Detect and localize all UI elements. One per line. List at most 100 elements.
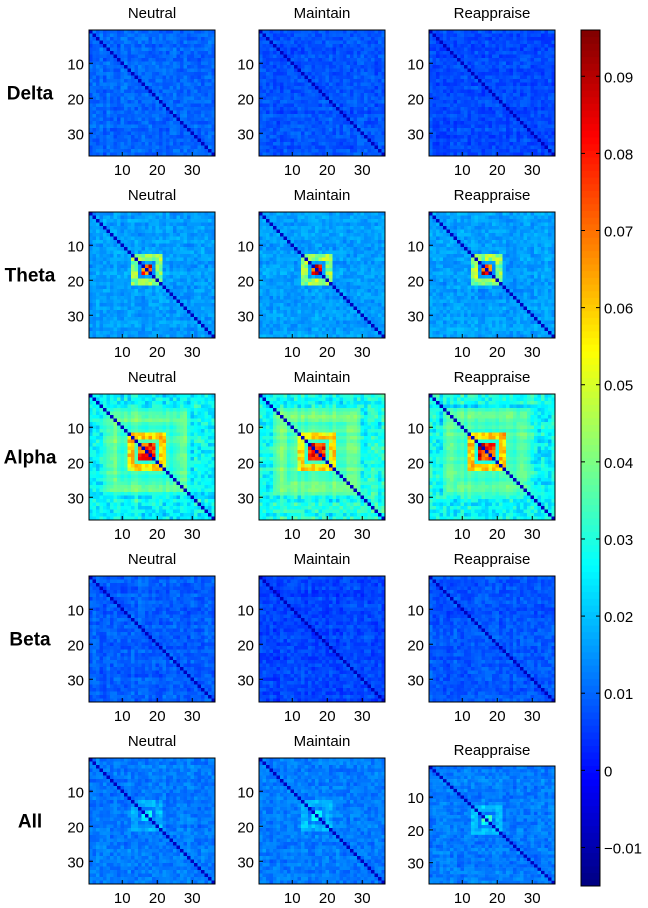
heatmap-cell [548, 37, 552, 41]
heatmap-cell [374, 131, 379, 136]
heatmap-cell [96, 285, 100, 290]
heatmap-cell [180, 212, 184, 216]
heatmap-cell [166, 93, 170, 97]
heatmap-cell [332, 61, 337, 66]
heatmap-cell [485, 93, 489, 97]
heatmap-cell [194, 310, 198, 314]
heatmap-cell [360, 33, 365, 38]
heatmap-cell [99, 233, 104, 237]
heatmap-cell [197, 142, 202, 146]
heatmap-cell [318, 33, 323, 38]
heatmap-cell [478, 68, 482, 73]
heatmap-cell [541, 100, 545, 104]
heatmap-cell [197, 65, 202, 69]
heatmap-cell [439, 152, 444, 157]
heatmap-cell [439, 103, 444, 108]
heatmap-cell [273, 58, 277, 62]
heatmap-cell [113, 135, 118, 139]
heatmap-cell [339, 93, 344, 97]
y-tick-label: 10 [237, 56, 254, 73]
heatmap-cell [364, 110, 368, 115]
heatmap-cell [103, 285, 107, 290]
heatmap-cell [96, 271, 100, 276]
heatmap-cell [297, 82, 302, 87]
heatmap-cell [457, 138, 461, 143]
heatmap-cell [106, 149, 111, 153]
heatmap-cell [488, 100, 493, 104]
heatmap-cell [371, 33, 375, 38]
heatmap-cell [110, 82, 114, 87]
heatmap-cell [187, 299, 191, 304]
heatmap-cell [381, 65, 386, 69]
heatmap-cell [315, 114, 319, 118]
heatmap-cell [266, 138, 270, 143]
heatmap-cell [173, 289, 177, 293]
heatmap-cell [304, 142, 309, 146]
heatmap-cell [138, 275, 142, 279]
heatmap-cell [280, 54, 284, 59]
heatmap-cell [495, 138, 500, 143]
heatmap-cell [269, 82, 274, 87]
heatmap-cell [99, 40, 104, 45]
heatmap-cell [145, 93, 149, 97]
heatmap-cell [343, 100, 347, 104]
heatmap-cell [120, 254, 125, 258]
heatmap-cell [297, 93, 302, 97]
heatmap-cell [534, 30, 538, 34]
heatmap-cell [145, 296, 149, 300]
heatmap-cell [367, 110, 372, 115]
heatmap-cell [145, 243, 149, 248]
heatmap-cell [159, 261, 163, 265]
y-tick-label: 30 [67, 126, 84, 143]
heatmap-cell [106, 44, 111, 48]
heatmap-cell [527, 107, 531, 111]
heatmap-cell [367, 82, 372, 87]
heatmap-cell [106, 124, 111, 129]
heatmap-cell [381, 82, 386, 87]
heatmap-cell [138, 138, 142, 143]
heatmap-cell [432, 138, 437, 143]
heatmap-cell [301, 131, 305, 136]
heatmap-cell [311, 100, 316, 104]
heatmap-cell [304, 135, 309, 139]
heatmap-cell [374, 58, 379, 62]
heatmap-cell [208, 219, 212, 223]
heatmap-cell [495, 100, 500, 104]
x-tick-label: 10 [114, 162, 131, 179]
heatmap-cell [208, 128, 212, 132]
heatmap-cell [106, 75, 111, 80]
heatmap-cell [523, 121, 528, 125]
heatmap-cell [350, 93, 354, 97]
heatmap-cell [499, 75, 503, 80]
heatmap-cell [527, 145, 531, 150]
heatmap-cell [304, 103, 309, 108]
heatmap-cell [315, 47, 319, 52]
y-tick-label: 30 [237, 126, 254, 143]
heatmap-cell [492, 68, 496, 73]
heatmap-cell [374, 54, 379, 59]
heatmap-cell [329, 152, 333, 157]
heatmap-cell [110, 215, 114, 220]
heatmap-cell [141, 86, 146, 90]
heatmap-cell [99, 152, 104, 157]
heatmap-cell [190, 100, 195, 104]
heatmap-cell [311, 96, 316, 101]
heatmap-cell [162, 114, 167, 118]
heatmap-cell [180, 254, 184, 258]
heatmap-cell [110, 236, 114, 241]
heatmap-cell [134, 222, 139, 227]
heatmap-cell [92, 285, 97, 290]
heatmap-cell [134, 128, 139, 132]
heatmap-cell [113, 103, 118, 108]
heatmap-cell [443, 128, 447, 132]
heatmap-cell [197, 247, 202, 251]
heatmap-cell [138, 226, 142, 230]
heatmap-cell [304, 145, 309, 150]
heatmap-cell [343, 121, 347, 125]
heatmap-cell [353, 40, 358, 45]
heatmap-cell [134, 58, 139, 62]
heatmap-cell [308, 37, 312, 41]
heatmap-cell [534, 110, 538, 115]
heatmap-cell [551, 135, 556, 139]
heatmap-cell [311, 30, 316, 34]
